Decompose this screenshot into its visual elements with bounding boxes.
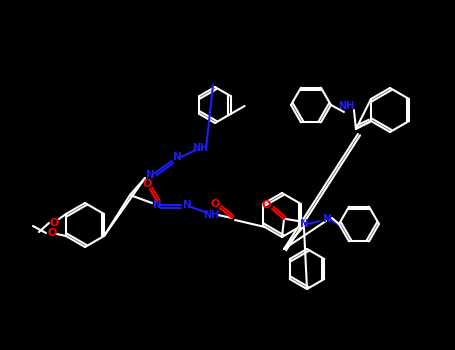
Text: O: O (49, 218, 59, 228)
Text: NH: NH (192, 143, 208, 153)
Text: NH: NH (203, 210, 219, 220)
Text: N: N (300, 219, 308, 229)
Text: N: N (152, 200, 162, 210)
Text: O: O (261, 200, 271, 210)
Text: N: N (182, 200, 192, 210)
Text: O: O (47, 228, 56, 238)
Text: N: N (323, 214, 331, 224)
Text: O: O (210, 199, 220, 209)
Text: N: N (146, 170, 154, 180)
Text: NH: NH (338, 101, 354, 111)
Text: N: N (172, 152, 182, 162)
Text: O: O (142, 179, 152, 189)
